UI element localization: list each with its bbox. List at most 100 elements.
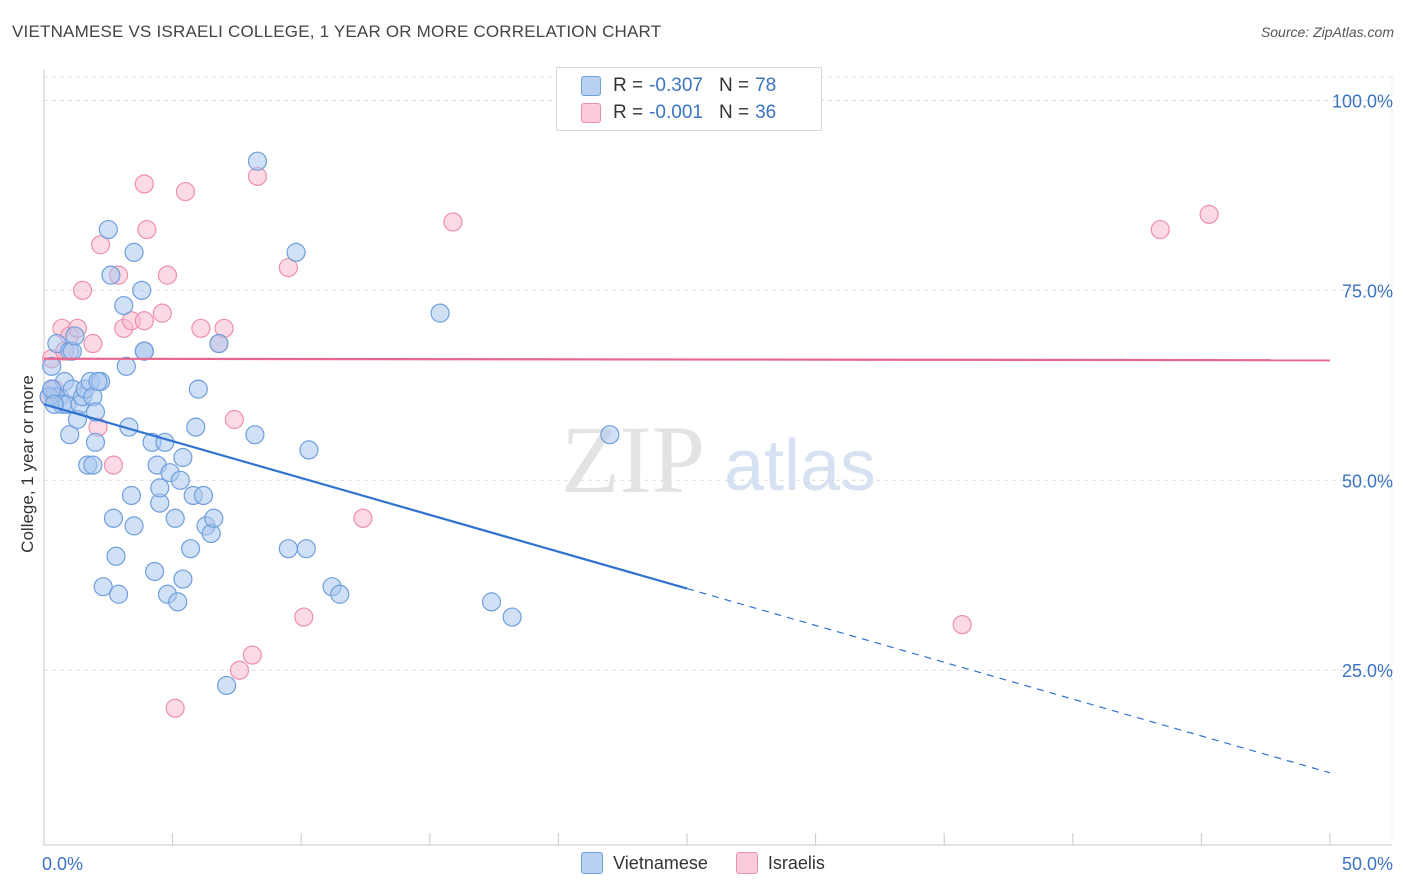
- legend-row-israelis: R = -0.001 N = 36: [581, 101, 776, 125]
- point-vietnamese: [60, 425, 80, 445]
- source-credit: Source: ZipAtlas.com: [1260, 24, 1394, 40]
- point-israelis: [443, 212, 463, 232]
- point-vietnamese: [188, 379, 208, 399]
- y-tick-label: 25.0%: [1342, 661, 1393, 681]
- point-israelis: [83, 333, 103, 354]
- point-vietnamese: [85, 432, 106, 452]
- legend-item-vietnamese: Vietnamese: [581, 852, 708, 874]
- legend-item-israelis: Israelis: [735, 852, 825, 874]
- series-israelis-points: [39, 166, 1219, 718]
- series-legend: Vietnamese Israelis: [0, 852, 1406, 874]
- point-vietnamese: [108, 584, 129, 604]
- point-israelis: [72, 280, 93, 300]
- point-vietnamese: [121, 485, 142, 506]
- legend-r-label: R =: [613, 102, 644, 123]
- point-vietnamese: [299, 440, 319, 460]
- point-vietnamese: [65, 326, 85, 346]
- stats-legend: R = -0.307 N = 78 R = -0.001 N = 36: [556, 67, 822, 131]
- point-vietnamese: [181, 539, 201, 559]
- point-vietnamese: [430, 303, 450, 323]
- legend-n-value: 78: [755, 75, 777, 96]
- legend-n-value: 36: [755, 102, 777, 123]
- series-vietnamese-points: [39, 151, 620, 696]
- point-vietnamese: [204, 508, 224, 528]
- point-vietnamese: [296, 539, 316, 559]
- watermark-atlas: atlas: [724, 426, 876, 506]
- point-vietnamese: [124, 516, 144, 536]
- legend-n-label: N =: [718, 75, 750, 96]
- point-vietnamese: [481, 592, 502, 612]
- point-vietnamese: [186, 417, 206, 437]
- point-israelis: [224, 409, 244, 430]
- legend-label-vietnamese: Vietnamese: [613, 852, 708, 873]
- y-tick-label: 75.0%: [1342, 281, 1393, 301]
- point-vietnamese: [134, 341, 154, 361]
- point-israelis: [242, 645, 262, 665]
- point-israelis: [157, 265, 178, 285]
- tick-labels: 25.0% 50.0% 75.0% 100.0% 0.0% 50.0%: [42, 91, 1393, 874]
- point-israelis: [952, 615, 972, 635]
- legend-swatch-pink: [581, 103, 601, 123]
- point-vietnamese: [217, 675, 237, 696]
- y-axis-label: College, 1 year or more: [18, 375, 37, 553]
- point-vietnamese: [106, 546, 126, 566]
- legend-swatch-blue: [581, 76, 601, 96]
- point-vietnamese: [98, 219, 118, 240]
- point-vietnamese: [286, 242, 306, 262]
- point-israelis: [175, 181, 196, 202]
- trend-lines: [43, 357, 1331, 774]
- watermark: ZIP atlas: [561, 406, 876, 513]
- y-tick-label: 50.0%: [1342, 471, 1393, 491]
- watermark-zip: ZIP: [561, 406, 705, 513]
- point-vietnamese: [173, 569, 193, 589]
- x-tick-label-min: 0.0%: [42, 854, 83, 874]
- point-vietnamese: [168, 592, 188, 612]
- point-vietnamese: [170, 470, 190, 490]
- legend-swatch-pink: [735, 852, 758, 874]
- legend-r-value: -0.307: [649, 75, 703, 96]
- point-vietnamese: [101, 265, 121, 285]
- chart-title: VIETNAMESE VS ISRAELI COLLEGE, 1 YEAR OR…: [12, 22, 662, 41]
- axes: [43, 70, 1392, 846]
- legend-label-israelis: Israelis: [767, 852, 825, 873]
- point-israelis: [278, 257, 298, 278]
- point-israelis: [152, 303, 172, 323]
- legend-n-label: N =: [718, 102, 750, 123]
- point-israelis: [294, 607, 314, 627]
- point-vietnamese: [83, 455, 103, 475]
- legend-r-label: R =: [613, 75, 644, 96]
- point-vietnamese: [144, 561, 165, 582]
- point-israelis: [1150, 219, 1170, 240]
- point-vietnamese: [502, 607, 522, 627]
- point-vietnamese: [278, 539, 298, 559]
- point-israelis: [353, 508, 373, 528]
- gridlines: [44, 76, 1393, 845]
- point-vietnamese: [173, 447, 193, 468]
- point-israelis: [134, 311, 154, 331]
- trend-line-israelis: [43, 357, 1331, 362]
- point-vietnamese: [150, 478, 170, 498]
- point-vietnamese: [114, 295, 134, 316]
- point-vietnamese: [600, 425, 620, 445]
- point-vietnamese: [247, 151, 268, 171]
- trend-line-vietnamese-dashed: [686, 587, 1331, 774]
- point-vietnamese: [165, 508, 185, 528]
- point-vietnamese: [42, 356, 62, 376]
- point-vietnamese: [93, 577, 113, 597]
- point-vietnamese: [103, 508, 124, 528]
- point-vietnamese: [88, 371, 108, 392]
- point-vietnamese: [132, 280, 152, 300]
- point-israelis: [229, 660, 250, 680]
- x-tick-label-max: 50.0%: [1342, 854, 1393, 874]
- point-israelis: [134, 174, 154, 194]
- point-vietnamese: [209, 333, 229, 354]
- point-israelis: [165, 698, 185, 718]
- point-vietnamese: [330, 584, 350, 604]
- point-vietnamese: [193, 485, 214, 506]
- legend-r-value: -0.001: [649, 102, 703, 123]
- point-israelis: [90, 235, 111, 255]
- point-vietnamese: [85, 402, 106, 422]
- point-vietnamese: [124, 242, 144, 262]
- point-israelis: [1199, 204, 1219, 224]
